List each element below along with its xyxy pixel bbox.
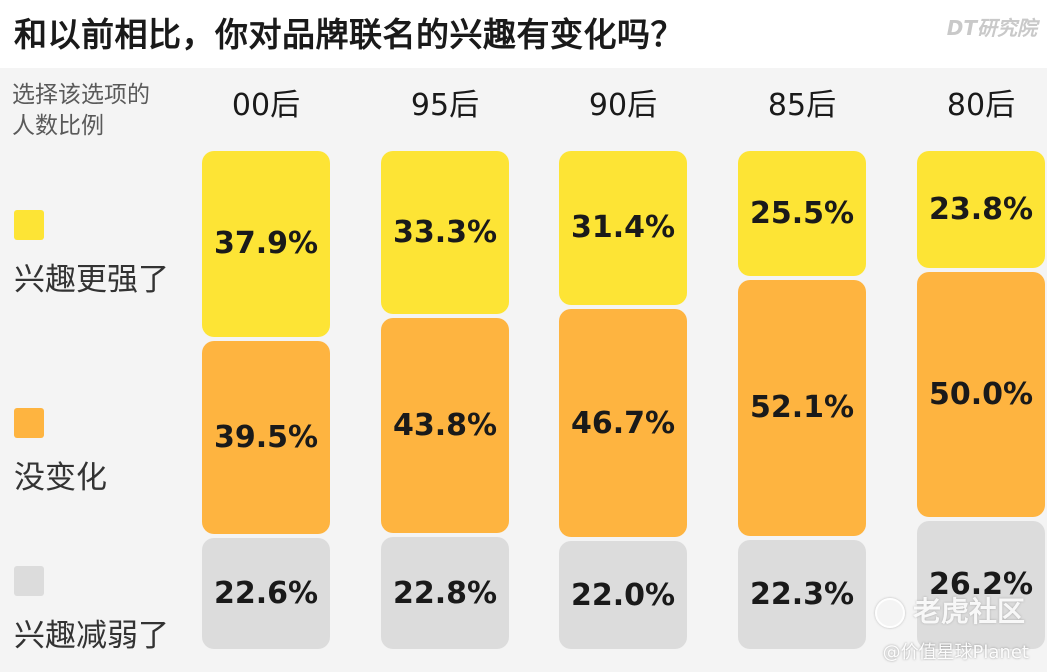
data-label: 39.5% (213, 419, 319, 455)
data-label: 22.3% (749, 576, 855, 612)
bar-segment: 31.4% (559, 151, 687, 305)
watermark-community: 老虎社区 (874, 590, 1025, 630)
chart-panel (0, 68, 1047, 672)
bar-segment: 39.5% (202, 340, 330, 535)
bar-segment: 22.8% (381, 537, 509, 649)
category-label: 85后 (767, 88, 837, 123)
bar-segment: 25.5% (738, 151, 866, 277)
bar-segment: 37.9% (202, 151, 330, 337)
legend-item: 没变化 (14, 408, 107, 497)
legend-item: 兴趣减弱了 (14, 566, 169, 655)
bar-segment: 50.0% (917, 271, 1045, 517)
legend-label: 兴趣更强了 (14, 262, 169, 298)
chart-title: 和以前相比，你对品牌联名的兴趣有变化吗？ (14, 15, 684, 54)
bar-segment: 22.0% (559, 541, 687, 649)
data-label: 31.4% (570, 210, 676, 246)
bar-segment: 22.3% (738, 539, 866, 649)
category-label: 80后 (946, 88, 1016, 123)
data-label: 23.8% (928, 191, 1034, 227)
legend-swatch (14, 566, 44, 596)
y-axis-label: 选择该选项的人数比例 (12, 82, 150, 139)
legend-item: 兴趣更强了 (14, 210, 169, 299)
data-label: 33.3% (392, 215, 498, 251)
data-label: 52.1% (749, 390, 855, 426)
watermark-account: @价值星球Planet (882, 642, 1029, 663)
data-label: 22.6% (213, 576, 319, 612)
data-label: 22.0% (570, 577, 676, 613)
legend-swatch (14, 408, 44, 438)
bar-segment: 22.6% (202, 538, 330, 649)
category-label: 95后 (410, 88, 480, 123)
legend-label: 兴趣减弱了 (14, 618, 169, 654)
legend-swatch (14, 210, 44, 240)
bar-segment: 52.1% (738, 280, 866, 536)
bar-segment: 46.7% (559, 308, 687, 538)
data-label: 46.7% (570, 405, 676, 441)
brand-logo: DT研究院 (946, 16, 1037, 40)
bar-segment: 23.8% (917, 151, 1045, 268)
data-label: 22.8% (392, 575, 498, 611)
data-label: 26.2% (928, 567, 1034, 603)
category-label: 00后 (231, 88, 301, 123)
tiger-logo-icon (874, 598, 905, 628)
legend-label: 没变化 (14, 460, 107, 496)
data-label: 50.0% (928, 376, 1034, 412)
bar-segment: 33.3% (381, 151, 509, 315)
data-label: 25.5% (749, 196, 855, 232)
category-label: 90后 (588, 88, 658, 123)
bar-segment: 43.8% (381, 318, 509, 534)
data-label: 37.9% (213, 226, 319, 262)
data-label: 43.8% (392, 408, 498, 444)
bar-segment: 26.2% (917, 520, 1045, 649)
